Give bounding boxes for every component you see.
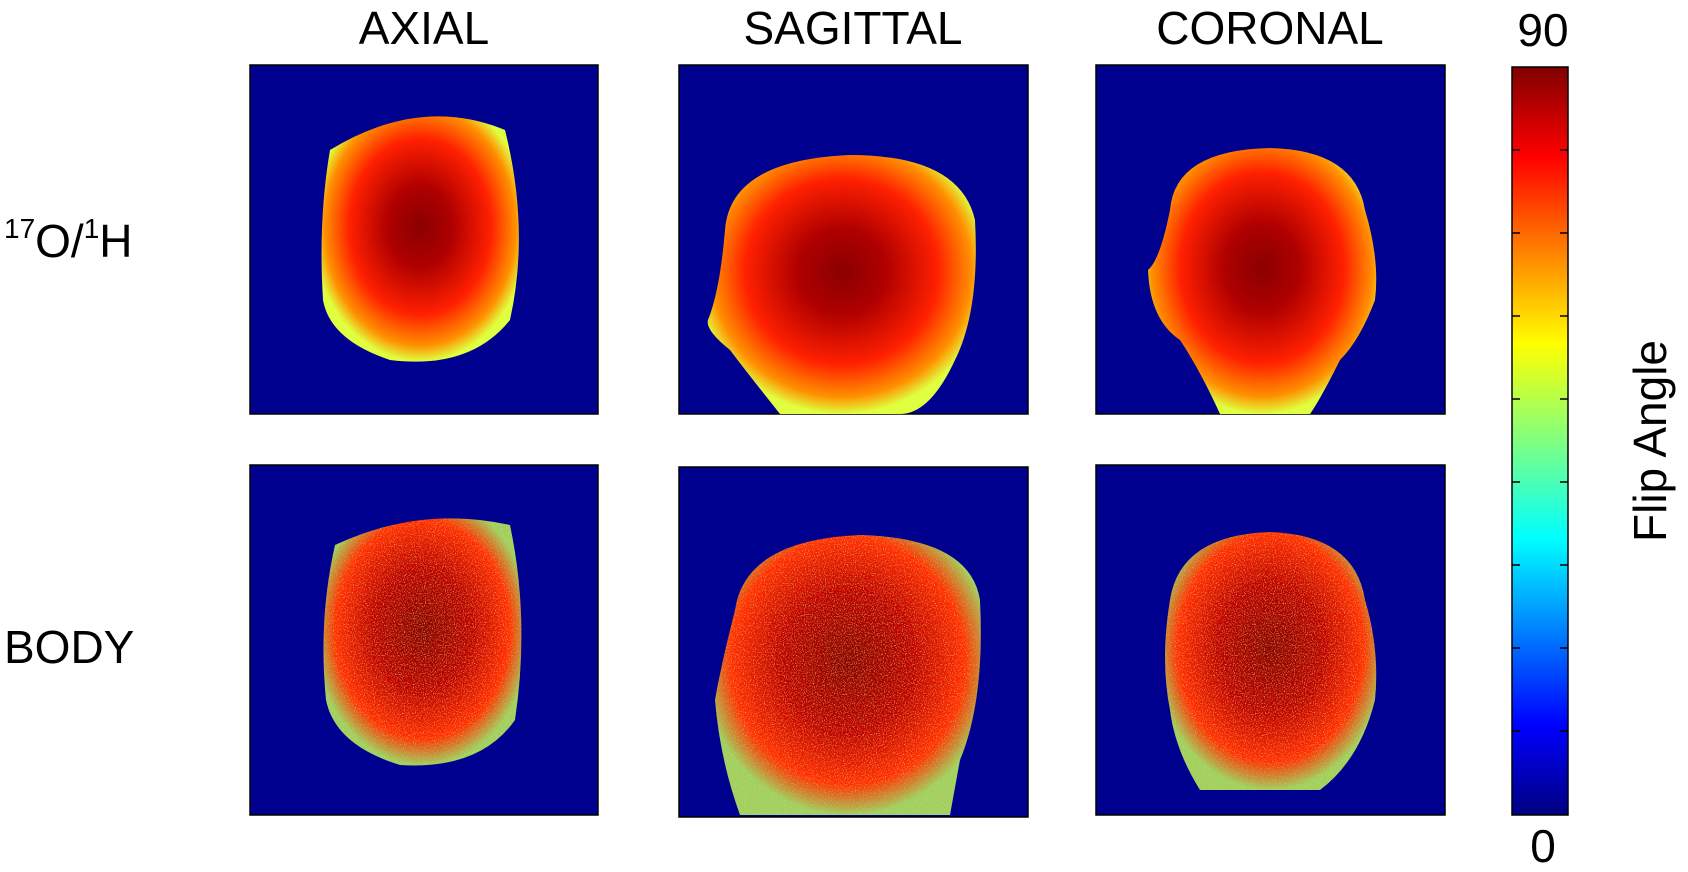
label-part: O/ xyxy=(35,215,84,267)
row-label: BODY xyxy=(4,621,134,673)
panel xyxy=(249,64,599,415)
panel xyxy=(1095,64,1446,415)
label-part: H xyxy=(99,215,132,267)
superscript: 17 xyxy=(4,213,35,244)
colorbar-label: Flip Angle xyxy=(1624,340,1676,542)
panel xyxy=(249,464,599,816)
colorbar-ticks xyxy=(1512,149,1568,732)
row-label: 17O/1H xyxy=(4,213,133,267)
panel xyxy=(678,466,1029,818)
superscript: 1 xyxy=(84,213,100,244)
colorbar xyxy=(1511,66,1569,816)
colorbar-min: 0 xyxy=(1530,820,1556,872)
column-title: AXIAL xyxy=(359,2,489,54)
colorbar-max: 90 xyxy=(1517,4,1568,56)
panel xyxy=(1095,464,1446,816)
column-title: SAGITTAL xyxy=(744,2,963,54)
panel xyxy=(678,64,1029,415)
column-title: CORONAL xyxy=(1156,2,1383,54)
